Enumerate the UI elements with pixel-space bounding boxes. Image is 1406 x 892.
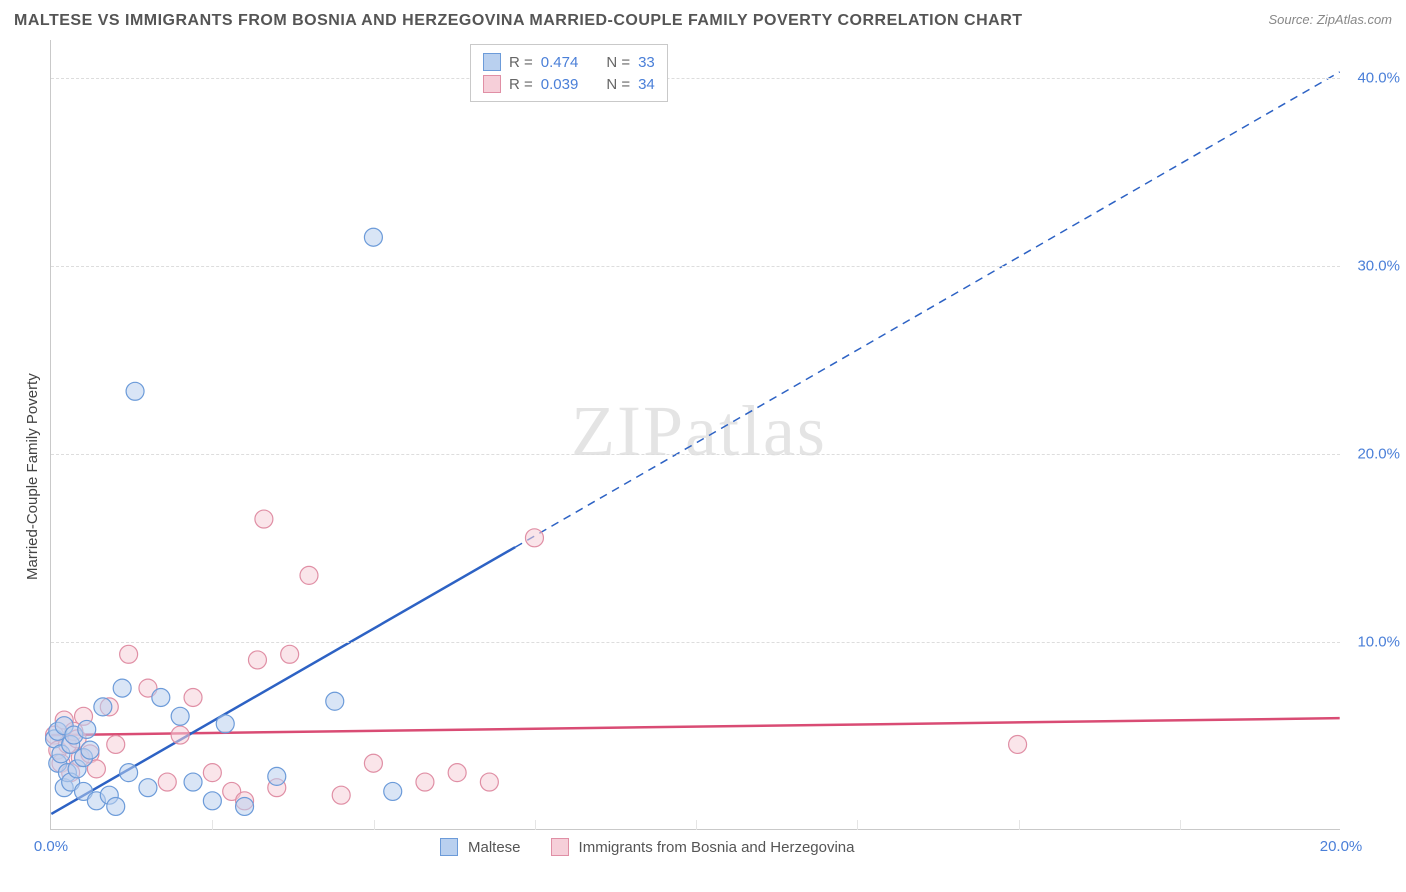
n-label: N = <box>606 76 630 93</box>
data-point <box>248 651 266 669</box>
plot-area: ZIPatlas 10.0%20.0%30.0%40.0%0.0%20.0% <box>50 40 1340 830</box>
data-point <box>216 715 234 733</box>
y-tick-label: 40.0% <box>1357 69 1400 86</box>
r-label: R = <box>509 54 533 71</box>
data-point <box>255 510 273 528</box>
data-point <box>152 689 170 707</box>
data-point <box>120 764 138 782</box>
x-minor-tick <box>374 820 375 830</box>
r-label: R = <box>509 76 533 93</box>
blue-swatch-icon <box>483 53 501 71</box>
r-value: 0.474 <box>541 54 579 71</box>
x-minor-tick <box>696 820 697 830</box>
source-attribution: Source: ZipAtlas.com <box>1268 12 1392 27</box>
data-point <box>448 764 466 782</box>
data-point <box>94 698 112 716</box>
n-value: 33 <box>638 54 655 71</box>
blue-swatch-icon <box>440 838 458 856</box>
trend-line <box>51 718 1339 735</box>
legend-series-label: Immigrants from Bosnia and Herzegovina <box>579 839 855 856</box>
data-point <box>158 773 176 791</box>
data-point <box>364 228 382 246</box>
data-point <box>480 773 498 791</box>
data-point <box>326 692 344 710</box>
data-point <box>300 566 318 584</box>
y-tick-label: 20.0% <box>1357 445 1400 462</box>
data-point <box>184 689 202 707</box>
data-point <box>268 767 286 785</box>
data-point <box>107 735 125 753</box>
data-point <box>364 754 382 772</box>
data-point <box>236 797 254 815</box>
data-point <box>171 726 189 744</box>
data-point <box>332 786 350 804</box>
data-point <box>139 779 157 797</box>
y-axis-label: Married-Couple Family Poverty <box>24 373 41 580</box>
pink-swatch-icon <box>551 838 569 856</box>
gridline-horizontal <box>51 266 1340 267</box>
data-point <box>203 792 221 810</box>
gridline-horizontal <box>51 78 1340 79</box>
legend-correlation-row: R = 0.474 N = 33 <box>483 51 655 73</box>
x-minor-tick <box>857 820 858 830</box>
legend-correlation-row: R = 0.039 N = 34 <box>483 73 655 95</box>
x-minor-tick <box>535 820 536 830</box>
data-point <box>107 797 125 815</box>
pink-swatch-icon <box>483 75 501 93</box>
data-point <box>203 764 221 782</box>
n-label: N = <box>606 54 630 71</box>
x-minor-tick <box>1019 820 1020 830</box>
chart-title: MALTESE VS IMMIGRANTS FROM BOSNIA AND HE… <box>14 12 1023 30</box>
r-value: 0.039 <box>541 76 579 93</box>
data-point <box>525 529 543 547</box>
data-point <box>1009 735 1027 753</box>
x-tick-label: 20.0% <box>1320 838 1363 855</box>
gridline-horizontal <box>51 454 1340 455</box>
plot-svg <box>51 40 1340 829</box>
data-point <box>113 679 131 697</box>
legend-series: Maltese Immigrants from Bosnia and Herzeg… <box>440 838 875 856</box>
data-point <box>416 773 434 791</box>
x-minor-tick <box>1180 820 1181 830</box>
x-tick-label: 0.0% <box>34 838 68 855</box>
data-point <box>384 782 402 800</box>
data-point <box>78 720 96 738</box>
legend-series-label: Maltese <box>468 839 521 856</box>
trend-line-extrapolated <box>515 72 1340 547</box>
data-point <box>171 707 189 725</box>
y-tick-label: 30.0% <box>1357 257 1400 274</box>
data-point <box>184 773 202 791</box>
n-value: 34 <box>638 76 655 93</box>
data-point <box>281 645 299 663</box>
data-point <box>126 382 144 400</box>
y-tick-label: 10.0% <box>1357 633 1400 650</box>
gridline-horizontal <box>51 642 1340 643</box>
data-point <box>81 741 99 759</box>
data-point <box>120 645 138 663</box>
legend-correlation: R = 0.474 N = 33 R = 0.039 N = 34 <box>470 44 668 102</box>
x-minor-tick <box>212 820 213 830</box>
